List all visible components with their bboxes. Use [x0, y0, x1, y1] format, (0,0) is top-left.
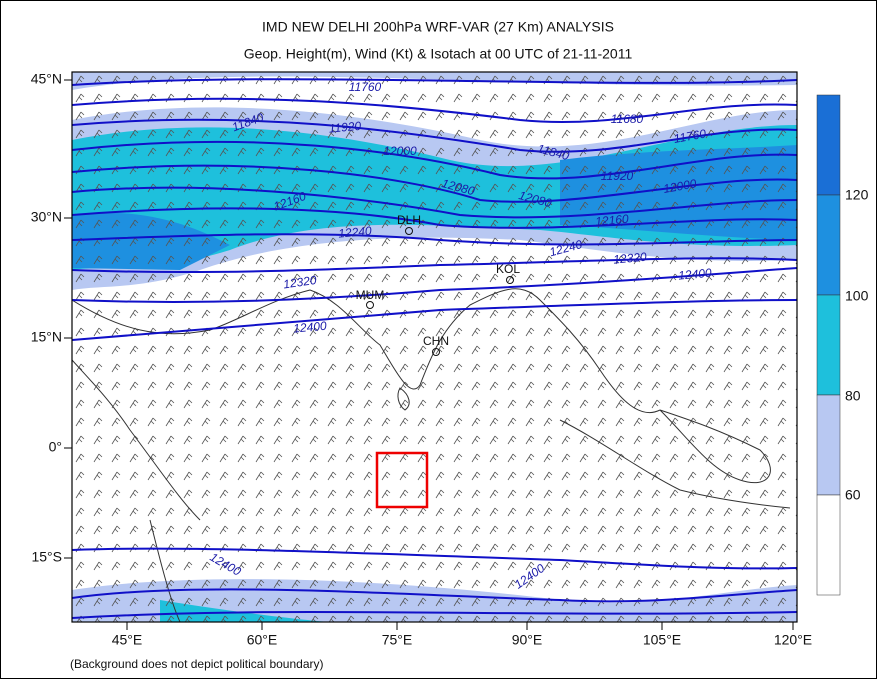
contour-label: 11680: [611, 112, 644, 126]
plot-border: [71, 71, 798, 623]
lon-label: 75°E: [382, 632, 413, 648]
contour-label: 12160: [595, 212, 630, 229]
lon-label: 90°E: [512, 632, 543, 648]
title: IMD NEW DELHI 200hPa WRF-VAR (27 Km) ANA…: [262, 19, 614, 35]
colorbar-label: 60: [845, 487, 861, 503]
city-label: DLH: [397, 213, 421, 227]
contour-label: 12000: [662, 176, 698, 196]
highlight-box: [375, 451, 429, 509]
city-label: CHN: [423, 334, 449, 348]
contour-label: 12400: [678, 266, 713, 283]
lon-label: 120°E: [774, 632, 812, 648]
footnote: (Background does not depict political bo…: [70, 657, 324, 671]
lat-label: 15°N: [31, 329, 62, 345]
colorbar-label: 80: [845, 388, 861, 404]
subtitle: Geop. Height(m), Wind (Kt) & Isotach at …: [244, 46, 633, 62]
colorbar-label: 100: [845, 288, 869, 304]
lon-label: 45°E: [112, 632, 143, 648]
contour-label: 12320: [613, 250, 648, 267]
lat-label: 30°N: [31, 209, 62, 225]
lat-label: 45°N: [31, 71, 62, 87]
lat-label: 0°: [49, 439, 62, 455]
colorbar-label: 120: [845, 187, 869, 203]
lon-label: 60°E: [247, 632, 278, 648]
contour-label: 11760: [349, 80, 382, 94]
contour-label: 12000: [383, 144, 417, 158]
contour-label: 11920: [328, 119, 362, 136]
city-label: KOL: [496, 262, 520, 276]
city-label: MUM: [356, 288, 385, 302]
lon-label: 105°E: [643, 632, 681, 648]
contour-label: 11760: [673, 126, 708, 145]
contour-label: 12400: [293, 319, 328, 336]
contour-label: 11920: [601, 169, 634, 183]
lat-label: 15°S: [31, 549, 62, 565]
contour-label: 12240: [338, 224, 373, 241]
contour-label: 12320: [282, 273, 317, 292]
